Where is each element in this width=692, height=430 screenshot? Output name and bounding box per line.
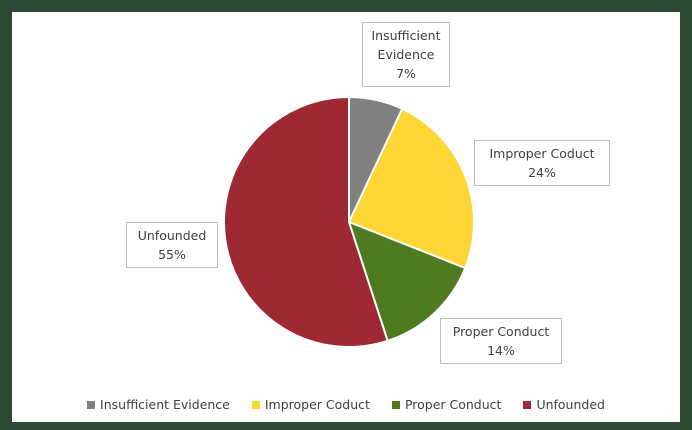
data-label: Improper Coduct 24% xyxy=(474,140,610,186)
pie-slice xyxy=(223,95,389,348)
data-label: Unfounded 55% xyxy=(126,222,218,268)
label-category: Improper Coduct xyxy=(489,146,595,161)
legend-swatch xyxy=(391,400,400,409)
label-value: 14% xyxy=(487,343,515,358)
legend-label: Improper Coduct xyxy=(264,397,370,412)
legend-label: Insufficient Evidence xyxy=(100,397,230,412)
legend-label: Proper Conduct xyxy=(404,397,502,412)
pie-slice xyxy=(347,107,475,270)
label-category: Insufficient Evidence xyxy=(371,28,441,62)
label-category: Unfounded xyxy=(137,228,207,243)
legend: Insufficient Evidence Improper Coduct Prop… xyxy=(12,397,680,412)
legend-item: Proper Conduct xyxy=(391,397,502,412)
legend-swatch xyxy=(87,400,96,409)
legend-swatch xyxy=(523,400,532,409)
label-value: 55% xyxy=(158,247,186,262)
data-label: Proper Conduct 14% xyxy=(440,318,562,364)
legend-item: Unfounded xyxy=(523,397,605,412)
legend-item: Insufficient Evidence xyxy=(87,397,230,412)
label-value: 24% xyxy=(528,165,556,180)
legend-item: Improper Coduct xyxy=(251,397,370,412)
label-value: 7% xyxy=(396,66,416,81)
pie-chart xyxy=(223,95,475,348)
label-category: Proper Conduct xyxy=(452,324,550,339)
legend-label: Unfounded xyxy=(536,397,605,412)
chart-panel: Insufficient Evidence Improper Coduct Prop… xyxy=(12,12,680,422)
data-label: Insufficient Evidence 7% xyxy=(362,22,450,87)
legend-swatch xyxy=(251,400,260,409)
